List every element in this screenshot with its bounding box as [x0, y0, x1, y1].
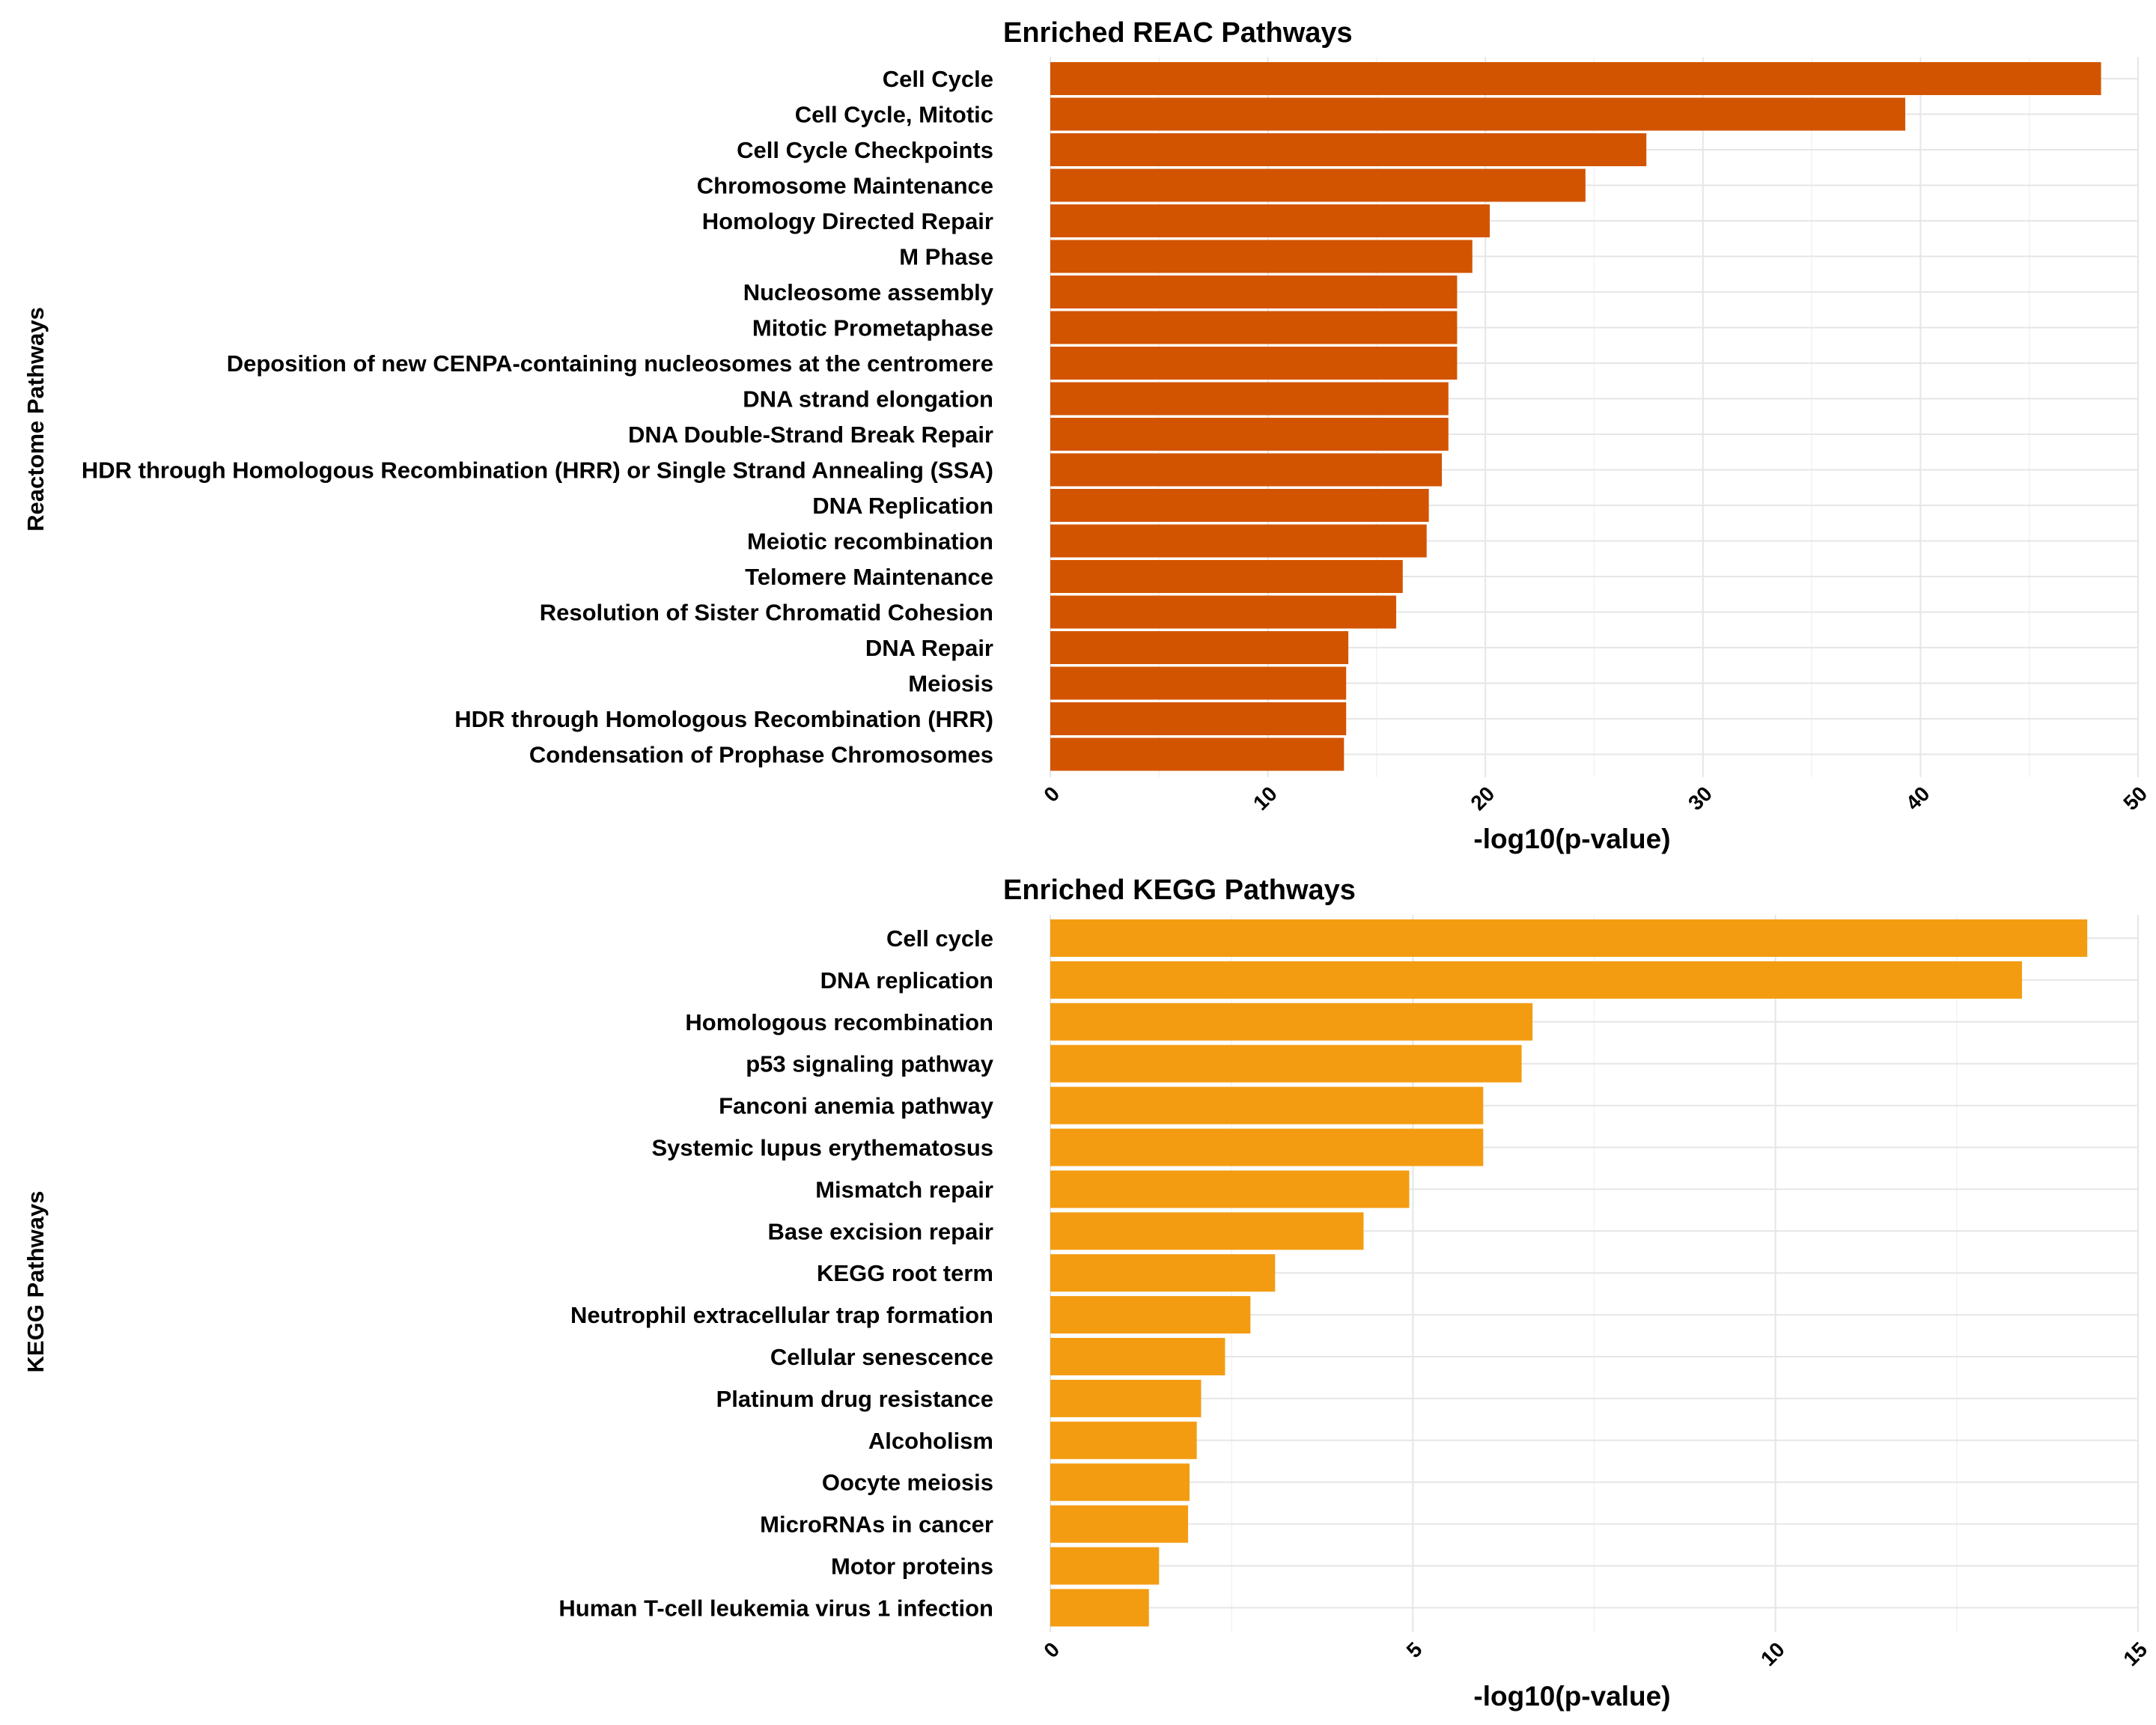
reac-bar	[1050, 347, 1458, 380]
reac-category-label: DNA strand elongation	[743, 386, 993, 413]
reac-y-axis-title: Reactome Pathways	[22, 307, 49, 532]
kegg-category-label: Oocyte meiosis	[822, 1470, 993, 1496]
reac-chart-panel: Enriched REAC Pathways Reactome Pathways…	[22, 17, 2152, 854]
reac-category-label: Cell Cycle, Mitotic	[795, 102, 993, 128]
kegg-category-labels: Cell cycle DNA replication Homologous reco…	[558, 925, 993, 1621]
kegg-x-tick-labels: 0 5 10 15	[1039, 1637, 2152, 1670]
kegg-category-label: p53 signaling pathway	[746, 1051, 993, 1077]
reac-category-label: Chromosome Maintenance	[697, 173, 993, 199]
reac-bar	[1050, 382, 1449, 416]
reac-x-tick-label: 20	[1466, 782, 1499, 815]
reac-bar	[1050, 97, 1906, 131]
reac-bar	[1050, 595, 1397, 629]
kegg-category-label: Platinum drug resistance	[716, 1386, 993, 1412]
reac-category-label: Homology Directed Repair	[702, 208, 993, 234]
reac-bar	[1050, 204, 1490, 237]
kegg-x-tick-label: 10	[1756, 1637, 1789, 1670]
kegg-bar	[1050, 1463, 1190, 1501]
reac-category-label: DNA Double-Strand Break Repair	[628, 422, 993, 448]
reac-category-label: M Phase	[899, 244, 993, 270]
kegg-category-label: Cell cycle	[886, 925, 993, 952]
reac-bar	[1050, 311, 1458, 344]
kegg-bar	[1050, 1254, 1276, 1292]
reac-bar	[1050, 560, 1403, 593]
kegg-category-label: Base excision repair	[767, 1218, 993, 1244]
reac-x-tick-label: 0	[1039, 782, 1064, 806]
kegg-x-tick-label: 0	[1039, 1637, 1064, 1662]
kegg-y-axis-title: KEGG Pathways	[22, 1191, 49, 1373]
kegg-bar	[1050, 1589, 1149, 1627]
kegg-category-label: Motor proteins	[831, 1554, 993, 1580]
kegg-bar	[1050, 1338, 1225, 1375]
kegg-bar	[1050, 1086, 1484, 1125]
reac-bars	[1050, 62, 2101, 771]
reac-bar	[1050, 276, 1458, 308]
reac-bar	[1050, 418, 1449, 451]
reac-bar	[1050, 168, 1586, 202]
kegg-bar	[1050, 919, 2088, 957]
reac-x-tick-label: 30	[1684, 782, 1717, 815]
kegg-category-label: Cellular senescence	[770, 1344, 993, 1370]
kegg-category-label: Homologous recombination	[685, 1009, 993, 1035]
kegg-x-tick-label: 5	[1402, 1637, 1427, 1662]
kegg-category-label: Mismatch repair	[815, 1176, 993, 1202]
kegg-bar	[1050, 1421, 1197, 1459]
kegg-category-label: Systemic lupus erythematosus	[651, 1135, 993, 1161]
reac-x-tick-label: 50	[2119, 782, 2152, 815]
reac-bar	[1050, 453, 1443, 487]
kegg-bar	[1050, 961, 2023, 999]
reac-x-tick-labels: 0 10 20 30 40 50	[1039, 782, 2152, 815]
kegg-category-label: Human T-cell leukemia virus 1 infection	[558, 1595, 993, 1621]
reac-category-label: Condensation of Prophase Chromosomes	[529, 742, 993, 768]
kegg-chart-panel: Enriched KEGG Pathways KEGG Pathways -lo…	[22, 874, 2152, 1712]
reac-bar	[1050, 524, 1427, 558]
reac-bar	[1050, 737, 1345, 771]
kegg-category-label: MicroRNAs in cancer	[760, 1512, 993, 1538]
kegg-bar	[1050, 1044, 1522, 1083]
reac-category-label: Resolution of Sister Chromatid Cohesion	[540, 600, 993, 626]
kegg-bar	[1050, 1505, 1189, 1543]
kegg-bar	[1050, 1296, 1251, 1334]
reac-category-label: HDR through Homologous Recombination (HR…	[454, 706, 993, 732]
reac-x-tick-label: 10	[1249, 782, 1282, 815]
kegg-bars	[1050, 919, 2088, 1627]
reac-bar	[1050, 631, 1349, 664]
kegg-category-label: Alcoholism	[868, 1428, 993, 1454]
reac-bar	[1050, 489, 1429, 522]
reac-category-label: Cell Cycle Checkpoints	[737, 137, 993, 163]
kegg-bar	[1050, 1547, 1160, 1585]
reac-bar	[1050, 133, 1647, 166]
kegg-category-label: DNA replication	[820, 967, 993, 994]
kegg-bar	[1050, 1379, 1202, 1417]
reac-bar	[1050, 62, 2101, 95]
kegg-category-label: Neutrophil extracellular trap formation	[570, 1302, 993, 1328]
reac-bar	[1050, 240, 1473, 273]
reac-category-label: Meiosis	[908, 671, 993, 697]
reac-x-axis-title: -log10(p-value)	[1473, 824, 1670, 854]
reac-x-tick-label: 40	[1901, 782, 1934, 815]
reac-category-label: Telomere Maintenance	[745, 564, 993, 590]
kegg-x-tick-label: 15	[2119, 1637, 2152, 1670]
reac-bar	[1050, 702, 1347, 735]
reac-category-labels: Cell Cycle Cell Cycle, Mitotic Cell Cycle …	[82, 66, 994, 768]
kegg-category-label: Fanconi anemia pathway	[719, 1093, 994, 1119]
kegg-bar	[1050, 1003, 1533, 1041]
kegg-bar	[1050, 1170, 1410, 1208]
kegg-category-label: KEGG root term	[817, 1260, 993, 1286]
reac-chart-title: Enriched REAC Pathways	[1003, 17, 1353, 49]
reac-category-label: Nucleosome assembly	[743, 279, 994, 305]
kegg-chart-title: Enriched KEGG Pathways	[1003, 874, 1356, 906]
kegg-bar	[1050, 1212, 1364, 1250]
reac-bar	[1050, 666, 1347, 700]
reac-category-label: Cell Cycle	[883, 66, 993, 92]
kegg-bar	[1050, 1128, 1484, 1166]
reac-category-label: Meiotic recombination	[747, 529, 993, 555]
reac-category-label: DNA Replication	[812, 493, 993, 519]
reac-category-label: Deposition of new CENPA-containing nucle…	[227, 350, 993, 377]
reac-category-label: DNA Repair	[865, 635, 993, 661]
kegg-x-axis-title: -log10(p-value)	[1473, 1681, 1670, 1712]
reac-category-label: HDR through Homologous Recombination (HR…	[82, 457, 993, 484]
reac-category-label: Mitotic Prometaphase	[752, 315, 993, 341]
